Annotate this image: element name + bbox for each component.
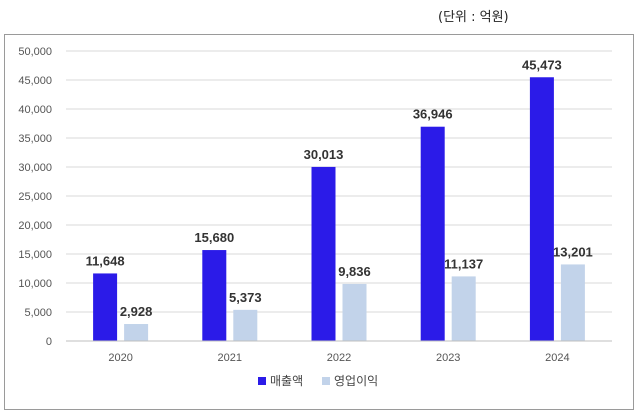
y-tick-label: 10,000 [18,278,52,290]
data-label: 36,946 [413,107,453,122]
x-tick-label: 2023 [436,352,460,364]
bar-operating-profit [124,324,149,341]
y-tick-label: 35,000 [18,133,52,145]
y-tick-label: 30,000 [18,162,52,174]
bar-revenue [311,166,336,341]
y-tick-label: 45,000 [18,75,52,87]
data-label: 2,928 [120,304,153,319]
bar-operating-profit [233,309,258,341]
unit-note: (단위 : 억원) [438,10,509,25]
data-label: 9,836 [338,264,371,279]
x-tick-label: 2021 [218,352,242,364]
data-label: 11,137 [444,256,483,271]
x-tick-label: 2020 [108,352,132,364]
bar-operating-profit [451,276,476,341]
legend-label: 영업이익 [334,374,378,388]
data-label: 5,373 [229,290,262,305]
data-label: 45,473 [522,57,562,72]
y-tick-label: 15,000 [18,249,52,261]
bar-operating-profit [342,283,367,341]
x-tick-label: 2024 [545,352,569,364]
legend-swatch-revenue [258,377,266,385]
bar-revenue [529,77,554,342]
y-tick-label: 20,000 [18,220,52,232]
y-tick-label: 5,000 [24,307,52,319]
y-tick-label: 0 [46,336,52,348]
data-label: 30,013 [304,147,344,162]
data-label: 13,201 [553,244,593,259]
x-tick-label: 2022 [327,352,351,364]
bar-revenue [202,250,227,341]
y-tick-label: 40,000 [18,104,52,116]
y-tick-label: 25,000 [18,191,52,203]
bar-revenue [420,126,445,342]
bar-revenue [93,273,118,341]
legend-swatch-operating-profit [322,377,330,385]
y-tick-label: 50,000 [18,46,52,58]
data-label: 11,648 [86,253,125,268]
bar-operating-profit [560,264,585,341]
data-label: 15,680 [194,230,234,245]
legend-label: 매출액 [270,374,303,388]
